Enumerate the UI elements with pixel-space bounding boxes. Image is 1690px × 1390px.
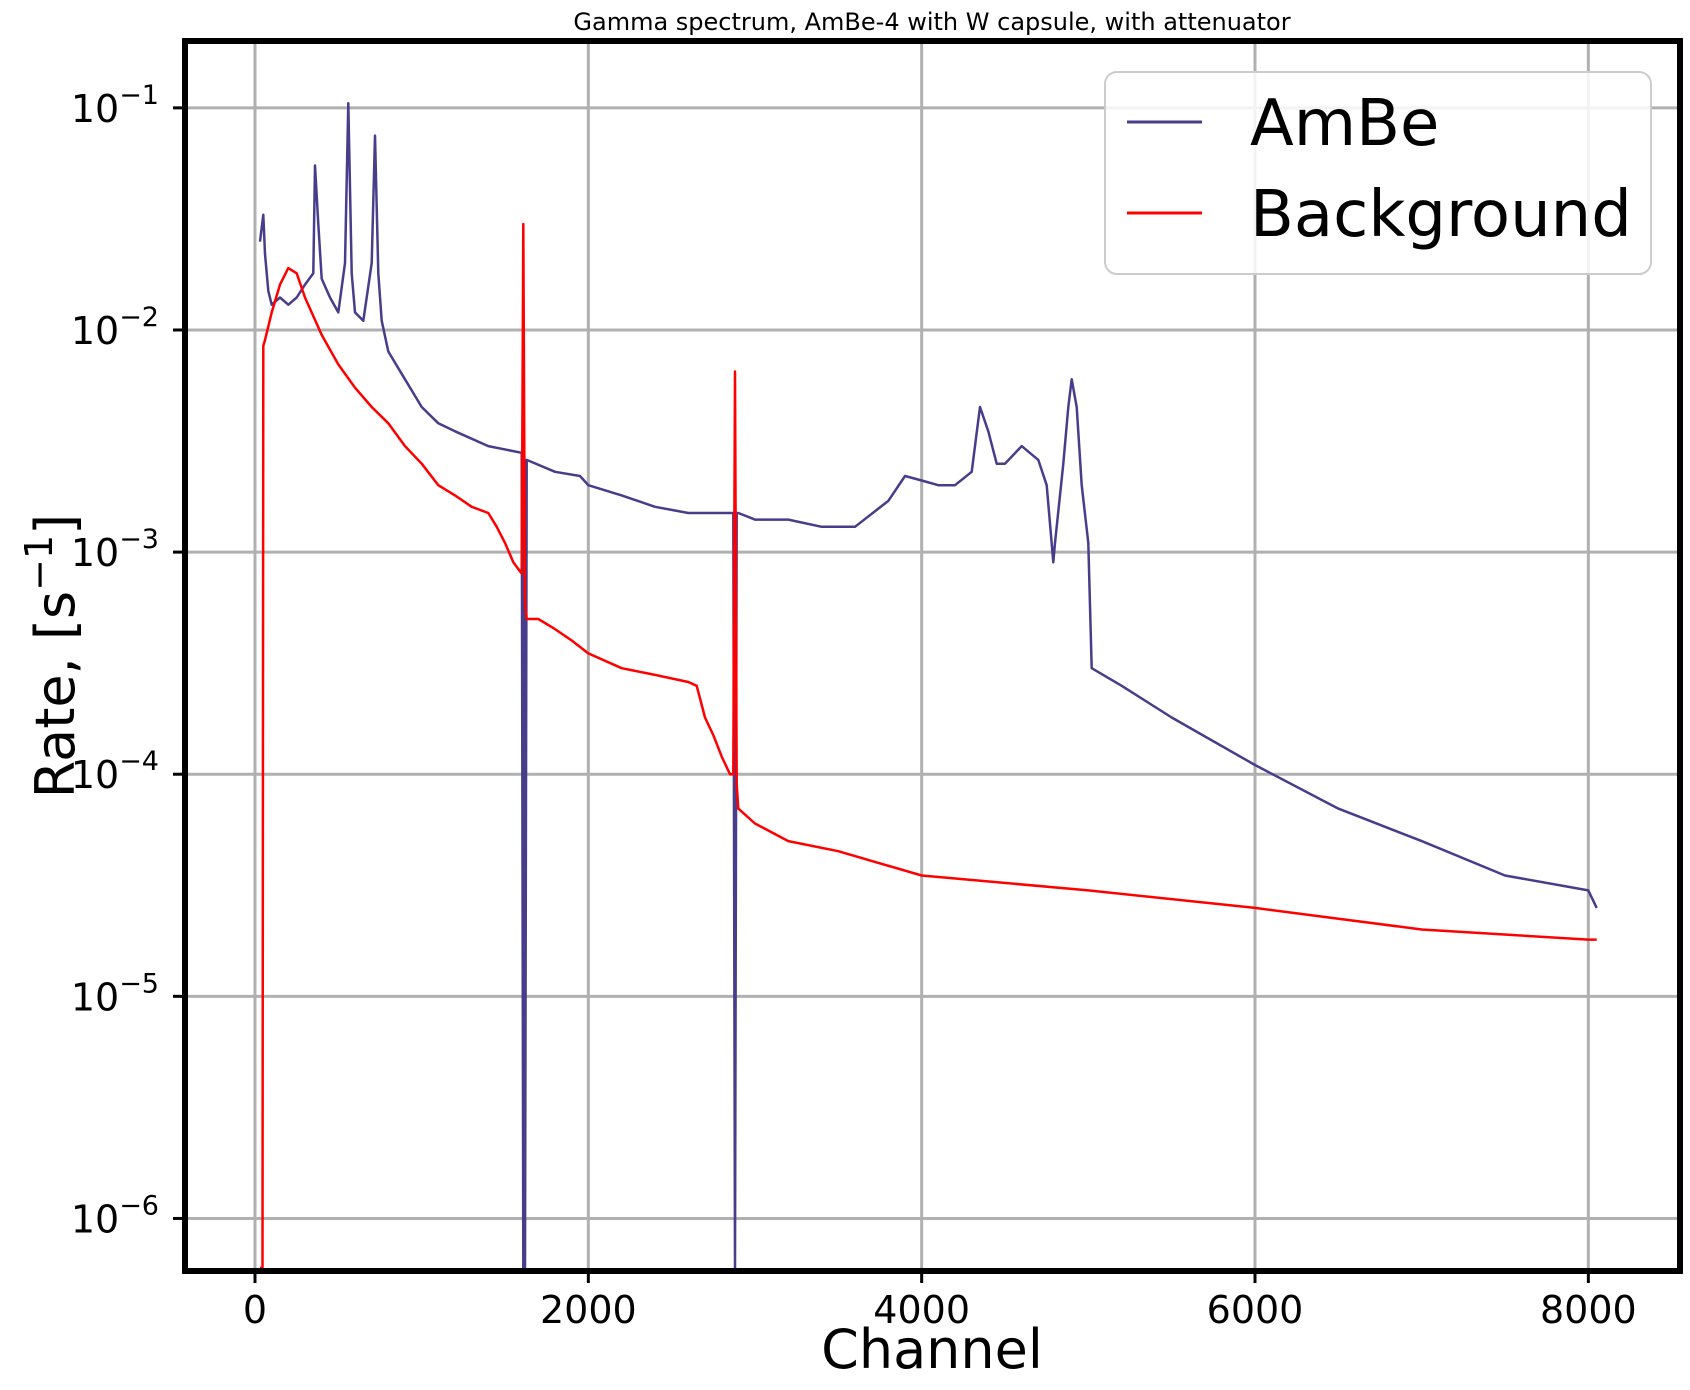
- x-tick-label: 8000: [1540, 1288, 1637, 1332]
- y-tick-label: 10−5: [71, 968, 159, 1019]
- legend: AmBe Background: [1105, 72, 1651, 274]
- y-tick-label: 10−2: [71, 302, 159, 353]
- y-tick-base: 10: [71, 531, 119, 575]
- y-tick-exponent: −3: [119, 524, 159, 555]
- legend-label-background: Background: [1250, 178, 1632, 252]
- y-tick-base: 10: [71, 87, 119, 131]
- x-tick-label: 2000: [540, 1288, 637, 1332]
- y-axis-label-exponent: −1: [17, 535, 61, 591]
- y-axis-label-base: Rate, [s: [24, 591, 87, 798]
- series-line-background: [260, 224, 1597, 1268]
- x-axis-label: Channel: [821, 1318, 1043, 1381]
- series-layer: [260, 103, 1597, 1268]
- x-tick-label: 0: [243, 1288, 267, 1332]
- y-tick-exponent: −2: [119, 302, 159, 333]
- y-tick-exponent: −1: [119, 80, 159, 111]
- y-tick-base: 10: [71, 1197, 119, 1241]
- y-tick-exponent: −5: [119, 968, 159, 999]
- y-axis-label-end: ]: [24, 514, 87, 535]
- y-tick-base: 10: [71, 975, 119, 1019]
- y-tick-label: 10−6: [71, 1190, 159, 1241]
- series-line-ambe: [260, 103, 1597, 1268]
- y-tick-base: 10: [71, 309, 119, 353]
- y-tick-exponent: −6: [119, 1190, 159, 1221]
- x-tick-label: 6000: [1207, 1288, 1304, 1332]
- y-tick-label: 10−1: [71, 80, 159, 131]
- y-ticks: 10−110−210−310−410−510−6: [71, 80, 185, 1242]
- chart-title: Gamma spectrum, AmBe-4 with W capsule, w…: [573, 8, 1290, 36]
- y-tick-exponent: −4: [119, 746, 159, 777]
- legend-label-ambe: AmBe: [1250, 87, 1439, 161]
